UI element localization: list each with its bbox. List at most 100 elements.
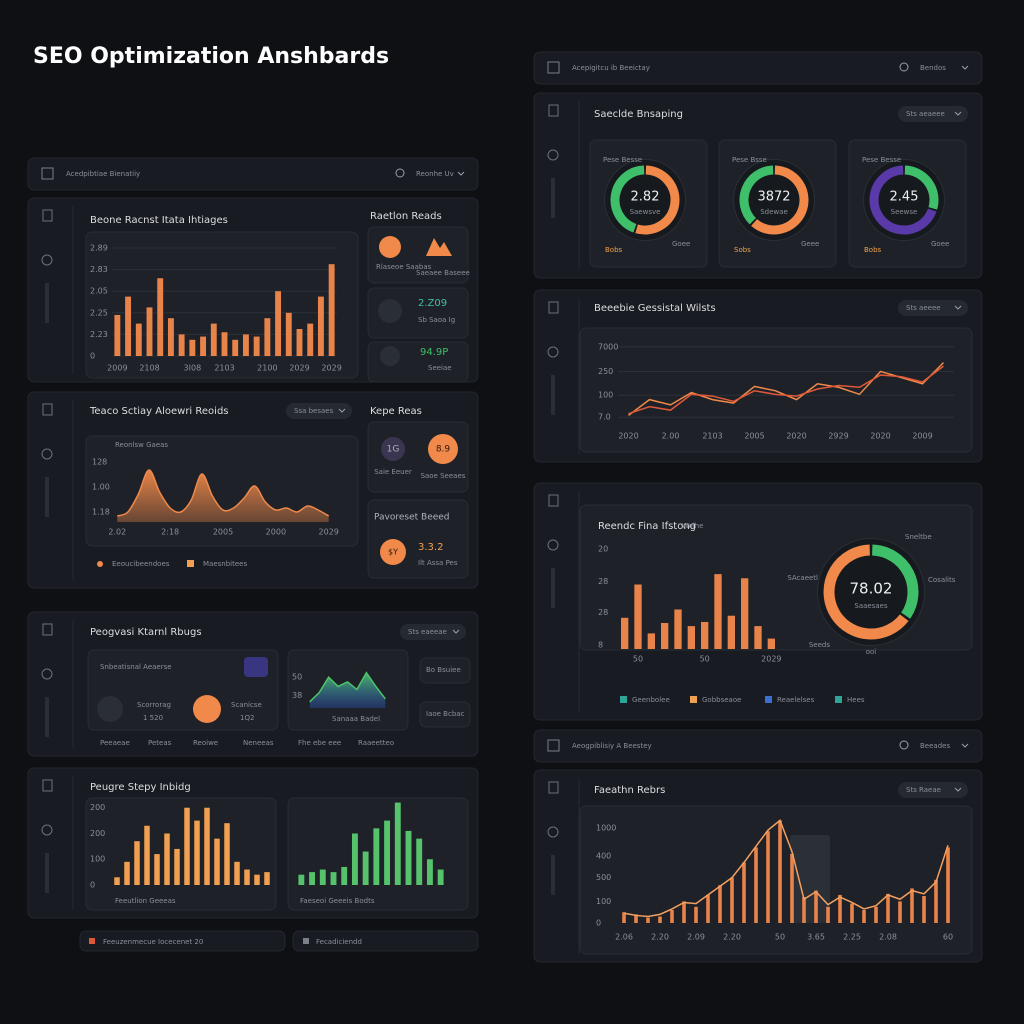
bar — [766, 831, 770, 923]
bar — [621, 617, 629, 649]
y-tick-label: 500 — [596, 873, 611, 882]
sidebar-icon — [42, 403, 53, 416]
card-value: 3.3.2 — [418, 542, 443, 553]
legend-label: Hees — [847, 696, 865, 704]
x-tick-label: 50 — [633, 655, 643, 664]
bar — [204, 807, 210, 885]
bar — [221, 332, 228, 356]
x-tick-label: 2029 — [321, 364, 341, 373]
x-tick-label: 2.00 — [662, 432, 680, 441]
bar — [934, 879, 938, 923]
bar — [874, 906, 878, 923]
toolbar-menu[interactable]: Beeades — [920, 742, 950, 750]
icon — [89, 938, 95, 944]
panel-title: Beone Racnst Itata Ihtiages — [90, 215, 228, 226]
toolbar-menu[interactable]: Bendos — [920, 64, 946, 72]
search-icon[interactable] — [395, 168, 405, 178]
card-label: Rlaseoe Saabas — [376, 263, 432, 271]
donut-segment — [739, 165, 774, 225]
bar — [646, 917, 650, 923]
donut-segment — [869, 165, 937, 235]
button[interactable] — [419, 701, 471, 728]
search-icon[interactable] — [899, 62, 909, 72]
dropdown[interactable] — [286, 403, 352, 419]
sidebar-icon — [42, 623, 53, 636]
donut-segment — [904, 165, 939, 210]
dropdown[interactable] — [898, 300, 968, 316]
badge-label: Saie Eeuer — [374, 468, 412, 476]
donut-segment — [823, 544, 909, 640]
legend-label: Reaelelses — [777, 696, 815, 704]
icon — [379, 236, 401, 258]
x-tick-label: 2020 — [870, 432, 890, 441]
sidebar-icon — [42, 209, 53, 222]
panel-title: Peugre Stepy Inbidg — [90, 782, 191, 793]
x-tick-label: 3I08 — [184, 364, 202, 373]
toolbar-menu[interactable]: Reonhe Uv — [416, 170, 454, 178]
bar — [790, 853, 794, 923]
dropdown[interactable] — [898, 782, 968, 798]
card-title: Snbeatisnal Aeaerse — [100, 663, 172, 671]
y-tick-label: 20 — [598, 545, 608, 554]
bar — [838, 894, 842, 923]
y-tick-label: 7000 — [598, 342, 618, 351]
y-tick-label: 0 — [596, 919, 601, 928]
button[interactable] — [419, 657, 471, 684]
x-tick-label: 2009 — [107, 364, 127, 373]
panel-title: Beeebie Gessistal Wilsts — [594, 303, 716, 314]
legend-label: Geenbolee — [632, 696, 670, 704]
menu-chevron — [961, 65, 969, 70]
y-tick-label: 100 — [596, 897, 611, 906]
shaded-block — [790, 835, 830, 923]
button-label[interactable]: Iaoe Bcbac — [426, 710, 465, 718]
donut-label: Pese Besse — [603, 156, 642, 164]
bar — [330, 872, 337, 885]
bar — [264, 872, 270, 885]
strip-label: Fecadiciendd — [316, 938, 362, 946]
area-fill — [309, 672, 386, 708]
dropdown-chevron — [338, 408, 346, 413]
stat-value: 1Q2 — [240, 714, 254, 722]
bar — [242, 334, 249, 356]
page-title: SEO Optimization Anshbards — [33, 44, 389, 69]
x-tick-label: 2100 — [257, 364, 277, 373]
bar — [351, 833, 358, 885]
legend-marker — [690, 696, 697, 703]
bar — [694, 906, 698, 923]
sidebar-icon — [548, 104, 559, 117]
panel-title: Faeathn Rebrs — [594, 785, 665, 796]
toolbar — [533, 51, 983, 85]
sidebar-label — [551, 178, 555, 218]
bar — [184, 807, 190, 885]
menu-chevron — [961, 743, 969, 748]
stat-label: Scanicse — [231, 701, 262, 709]
dropdown[interactable] — [400, 624, 466, 640]
bar — [174, 848, 180, 885]
stat-label: Scorrorag — [137, 701, 171, 709]
y-tick-label: 28 — [598, 608, 608, 617]
bar — [319, 869, 326, 885]
y-tick-label: 7.0 — [598, 413, 611, 422]
bar — [157, 278, 164, 356]
search-icon[interactable] — [899, 740, 909, 750]
bar — [742, 862, 746, 923]
icon — [97, 696, 123, 722]
donut-segment — [871, 544, 919, 619]
x-tick-label: 60 — [943, 933, 953, 942]
y-tick-label: 2.23 — [90, 330, 108, 339]
y-tick-label: 2.83 — [90, 265, 108, 274]
area-line — [309, 671, 386, 703]
panel-title: Saeclde Bnsaping — [594, 109, 683, 120]
y-tick-label: 200 — [90, 829, 105, 838]
bar — [200, 336, 207, 356]
x-tick-label: 2.25 — [843, 933, 861, 942]
donut-segment — [751, 165, 809, 235]
bar — [670, 910, 674, 923]
bar — [910, 888, 914, 923]
button-label[interactable]: Bo Bsuiee — [426, 666, 461, 674]
x-tick-label: 2103 — [214, 364, 234, 373]
toolbar-icon — [547, 61, 560, 74]
card-value: 2.Z09 — [418, 298, 447, 309]
dropdown[interactable] — [898, 106, 968, 122]
